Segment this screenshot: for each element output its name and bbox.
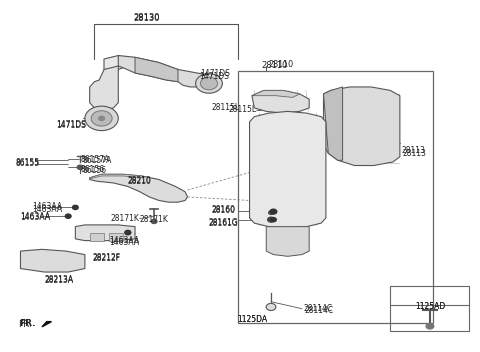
Text: 1125DA: 1125DA [238, 315, 268, 324]
Text: 28110: 28110 [262, 62, 288, 70]
Circle shape [270, 209, 277, 214]
Text: 28171K: 28171K [111, 214, 140, 223]
Text: 28160: 28160 [211, 205, 235, 214]
Polygon shape [135, 57, 178, 82]
Text: 1463AA: 1463AA [21, 213, 50, 222]
Polygon shape [250, 111, 326, 228]
Polygon shape [90, 174, 188, 202]
Text: 28115L: 28115L [228, 105, 257, 114]
Circle shape [271, 218, 276, 222]
Circle shape [196, 74, 222, 93]
Circle shape [125, 231, 131, 235]
Circle shape [200, 77, 217, 90]
Text: 28114C: 28114C [304, 306, 334, 315]
Circle shape [266, 303, 276, 310]
Text: 28161G: 28161G [209, 218, 239, 227]
Circle shape [91, 111, 112, 126]
Polygon shape [90, 66, 118, 109]
Text: FR.: FR. [20, 319, 36, 328]
Text: 28161G: 28161G [209, 219, 239, 228]
Text: 1463AA: 1463AA [109, 238, 139, 247]
Bar [390, 286, 469, 331]
Text: 1463AA: 1463AA [21, 212, 50, 221]
Text: 28114C: 28114C [303, 304, 333, 313]
Text: 1463AA: 1463AA [109, 236, 139, 245]
Polygon shape [21, 249, 85, 272]
Polygon shape [252, 90, 309, 113]
Text: 28210: 28210 [128, 176, 152, 185]
Text: 28212F: 28212F [92, 253, 120, 263]
Circle shape [266, 303, 276, 310]
Polygon shape [90, 174, 142, 179]
Text: FR.: FR. [18, 320, 32, 329]
Text: 1463AA: 1463AA [33, 202, 62, 211]
Text: 28212F: 28212F [92, 252, 120, 262]
Text: 28110: 28110 [269, 60, 294, 69]
Text: 1125DA: 1125DA [238, 315, 268, 324]
Circle shape [268, 217, 275, 222]
Text: 1471DS: 1471DS [56, 121, 86, 130]
Circle shape [77, 165, 83, 169]
Polygon shape [42, 322, 51, 327]
Text: 1471DS: 1471DS [56, 120, 86, 129]
Polygon shape [324, 87, 343, 160]
Polygon shape [324, 87, 400, 165]
Text: 28115L: 28115L [211, 103, 240, 112]
Circle shape [72, 205, 78, 209]
Text: 86156: 86156 [83, 166, 107, 175]
Text: 1125AD: 1125AD [415, 302, 445, 312]
Polygon shape [252, 90, 300, 98]
Text: 28130: 28130 [134, 13, 160, 21]
Text: 28213A: 28213A [44, 276, 73, 285]
Polygon shape [266, 227, 309, 256]
Polygon shape [104, 56, 128, 69]
Text: 1471DS: 1471DS [199, 72, 229, 81]
Text: 1125AD: 1125AD [415, 302, 445, 311]
Text: 28213A: 28213A [44, 275, 73, 283]
Text: 1471DS: 1471DS [200, 69, 230, 78]
Circle shape [99, 116, 105, 120]
Text: 86155: 86155 [16, 159, 40, 168]
Polygon shape [75, 225, 135, 241]
Text: 86155: 86155 [16, 158, 40, 166]
Polygon shape [90, 233, 104, 241]
Circle shape [269, 211, 274, 214]
Text: 1463AA: 1463AA [33, 205, 62, 214]
Text: 28113: 28113 [401, 146, 425, 155]
Text: 86157A: 86157A [80, 155, 109, 164]
Text: 86157A: 86157A [83, 156, 112, 165]
Bar [238, 71, 433, 323]
Circle shape [125, 231, 131, 235]
Circle shape [85, 106, 118, 131]
Text: 28171K: 28171K [140, 215, 168, 224]
Polygon shape [118, 56, 209, 87]
Text: 28113: 28113 [402, 149, 426, 158]
Polygon shape [109, 233, 123, 241]
Text: 28160: 28160 [211, 206, 235, 215]
Circle shape [151, 219, 157, 224]
Circle shape [426, 323, 434, 329]
Text: 28210: 28210 [128, 177, 152, 186]
Text: 86156: 86156 [80, 164, 104, 174]
Circle shape [65, 214, 71, 218]
Text: 28130: 28130 [134, 14, 160, 23]
